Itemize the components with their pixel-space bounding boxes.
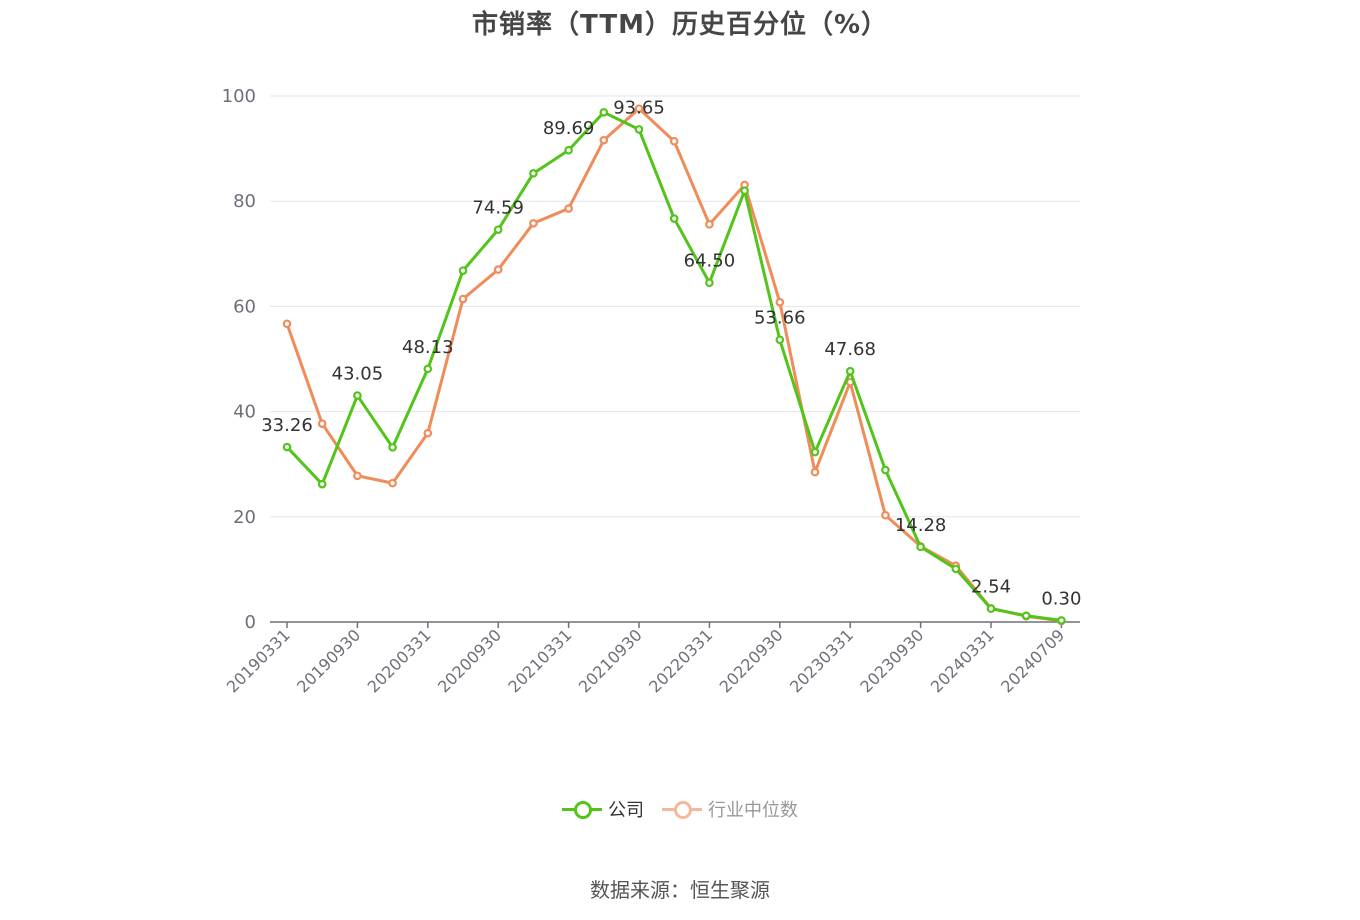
legend-item-company[interactable]: 公司 (562, 796, 644, 822)
legend-item-industry[interactable]: 行业中位数 (662, 796, 798, 822)
data-point-industry (282, 319, 292, 329)
legend-industry-marker-icon (662, 799, 702, 819)
data-point-company (353, 391, 362, 400)
data-point-industry (493, 265, 503, 274)
data-point-company (388, 443, 397, 452)
data-point-industry (599, 135, 609, 145)
data-point-industry (564, 204, 573, 213)
data-point-company (810, 447, 820, 457)
x-tick-label: 20240709 (997, 625, 1068, 696)
legend: 公司 行业中位数 (0, 796, 1360, 822)
legend-company-label: 公司 (608, 800, 644, 821)
x-tick-label: 20220930 (716, 625, 787, 696)
y-tick-label: 100 (222, 86, 256, 107)
y-tick-label: 60 (233, 296, 256, 317)
axes: 0 20 40 60 80 100 20190331 20190930 20200331 2020… (222, 86, 1080, 696)
x-tick-label: 20190331 (223, 625, 294, 696)
grid-lines (270, 95, 1080, 518)
data-point-company (458, 266, 468, 275)
data-label-company: 14.28 (895, 515, 947, 536)
series-lines (282, 104, 1066, 626)
data-point-industry (458, 294, 468, 304)
data-point-industry (669, 136, 679, 146)
x-tick-label: 20230331 (786, 625, 857, 696)
x-tick-label: 20190930 (293, 625, 364, 696)
data-point-company (1021, 611, 1031, 620)
y-tick-label: 40 (233, 402, 256, 423)
data-label-company: 74.59 (472, 198, 524, 219)
data-point-industry (775, 297, 785, 307)
legend-company-marker-icon (562, 799, 602, 819)
x-tick-label: 20210930 (575, 625, 646, 696)
data-point-company (282, 442, 292, 452)
legend-industry-label: 行业中位数 (708, 800, 798, 821)
data-point-company (845, 366, 855, 376)
data-point-company (634, 125, 644, 134)
data-point-industry (529, 218, 538, 228)
data-point-industry (388, 478, 397, 488)
data-label-company: 2.54 (971, 577, 1011, 598)
y-tick-label: 20 (233, 507, 256, 528)
data-point-company (493, 225, 503, 234)
data-label-company: 43.05 (332, 364, 384, 385)
data-point-company (423, 364, 433, 374)
data-label-company: 33.26 (261, 415, 313, 436)
data-point-industry (634, 104, 644, 113)
data-point-company (705, 278, 714, 288)
data-point-company (529, 169, 538, 178)
x-tick-label: 20230930 (856, 625, 927, 696)
data-point-company (775, 335, 785, 345)
x-tick-label: 20200930 (434, 625, 505, 696)
x-tick-label: 20240331 (927, 625, 998, 696)
x-tick-label: 20200331 (364, 625, 435, 696)
data-label-company: 93.65 (613, 97, 665, 118)
data-point-industry (881, 510, 890, 520)
data-point-industry (705, 220, 714, 229)
data-point-industry (353, 471, 362, 481)
data-point-company (881, 465, 890, 475)
data-labels: 33.26 43.05 48.13 74.59 89.69 93.65 64.50 53.66… (261, 97, 1081, 609)
data-label-company: 47.68 (824, 339, 876, 360)
data-point-industry (810, 467, 820, 477)
data-point-industry (317, 419, 327, 428)
y-tick-label: 80 (233, 191, 256, 212)
data-point-company (740, 186, 749, 195)
data-point-company (986, 604, 996, 613)
data-point-company (317, 479, 327, 489)
data-label-company: 48.13 (402, 337, 454, 358)
data-label-company: 64.50 (684, 251, 736, 272)
data-point-company (564, 145, 573, 155)
x-tick-label: 20210331 (504, 625, 575, 696)
y-tick-label: 0 (245, 612, 256, 633)
data-label-company: 89.69 (543, 118, 595, 139)
series-line-industry (285, 107, 1063, 623)
data-point-industry (423, 428, 433, 438)
data-point-company (599, 108, 609, 117)
data-point-company (951, 564, 961, 574)
series-line-company (285, 110, 1063, 622)
data-source-note: 数据来源：恒生聚源 (590, 878, 770, 902)
data-point-company (1057, 616, 1066, 625)
data-label-company: 53.66 (754, 308, 806, 329)
data-label-company: 0.30 (1041, 588, 1081, 609)
x-tick-label: 20220331 (645, 625, 716, 696)
data-point-company (916, 542, 925, 552)
data-point-company (669, 214, 679, 223)
chart-title: 市销率（TTM）历史百分位（%） (472, 10, 888, 40)
